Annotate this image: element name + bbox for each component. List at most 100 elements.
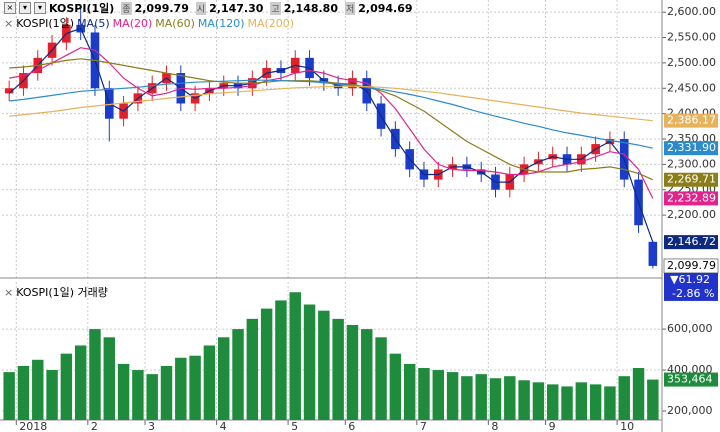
volume-bar: [203, 345, 216, 420]
menu-icon[interactable]: ▾: [34, 2, 46, 14]
y-tick-label: 2,500.00: [667, 56, 716, 69]
volume-bar: [461, 376, 473, 420]
volume-bar: [117, 363, 130, 420]
volume-bar: [146, 374, 158, 420]
volume-bar: [346, 324, 359, 420]
x-tick-label: 3: [148, 420, 155, 432]
volume-bar: [103, 337, 116, 420]
ma-line: [9, 47, 654, 199]
volume-bar: [504, 376, 516, 420]
menu-icon[interactable]: ▾: [19, 2, 31, 14]
legend-entry: MA(5): [77, 16, 110, 30]
value-badge: [664, 191, 718, 206]
volume-bar: [132, 370, 144, 420]
volume-bar: [189, 355, 201, 420]
volume-bar: [561, 386, 573, 420]
value-badge-label: 2,146.72: [667, 235, 716, 248]
volume-bar: [17, 365, 30, 420]
close-icon[interactable]: ×: [4, 2, 16, 14]
volume-bar: [475, 374, 487, 420]
x-tick-label: 10: [620, 420, 634, 432]
value-badge: [664, 113, 718, 128]
value-badge-label: 2,331.90: [667, 141, 716, 154]
volume-bar: [60, 353, 73, 420]
candle-body: [648, 241, 658, 266]
close-icon[interactable]: ×: [4, 285, 14, 299]
close-icon[interactable]: ×: [4, 16, 14, 30]
header-value: 2,148.80: [283, 1, 338, 15]
y-tick-label: 2,300.00: [667, 157, 716, 170]
y-tick-label: 200,000: [667, 404, 713, 417]
legend: × KOSPI(1일) MA(5) MA(20) MA(60) MA(120) MA(2…: [4, 15, 294, 31]
candle-body: [4, 88, 14, 94]
volume-bar: [403, 363, 416, 420]
volume-bar: [89, 329, 101, 420]
close-badge-label: 2,099.79: [667, 259, 716, 272]
ma-line: [9, 79, 653, 149]
x-tick-label: 2018: [19, 420, 47, 432]
volume-bar: [604, 386, 616, 420]
header: × ▾ ▾ KOSPI(1일) 종 2,099.79 시 2,147.30 고 2,148.8…: [4, 0, 413, 16]
volume-bar: [32, 359, 44, 420]
value-badge-label: 2,269.71: [667, 173, 716, 186]
volume-bar: [589, 384, 602, 420]
header-value: 2,147.30: [209, 1, 264, 15]
change-pct-label: -2.86 %: [672, 287, 714, 300]
ma-line: [9, 58, 654, 181]
change-label: ▼61.92: [670, 273, 710, 286]
axis-panel: [662, 0, 720, 432]
change-badge: [664, 272, 718, 301]
volume-bar: [418, 367, 430, 420]
legend-entry: MA(60): [155, 16, 195, 30]
header-value: 2,094.69: [358, 1, 413, 15]
value-badge: [664, 372, 718, 387]
volume-bar: [260, 308, 273, 420]
x-tick-label: 2: [91, 420, 98, 432]
value-badge-label: 353,464: [667, 373, 713, 386]
x-tick-label: 5: [291, 420, 298, 432]
volume-bar: [303, 304, 316, 420]
value-badge: [664, 141, 718, 156]
value-badge-label: 2,232.89: [667, 191, 716, 204]
y-tick-label: 2,600.00: [667, 5, 716, 18]
volume-bar: [275, 300, 287, 420]
x-tick-label: 4: [220, 420, 227, 432]
volume-bar: [518, 380, 530, 420]
x-tick-label: 7: [420, 420, 427, 432]
volume-bar: [647, 379, 659, 420]
y-tick-label: 2,200.00: [667, 208, 716, 221]
y-tick-label: 2,550.00: [667, 31, 716, 44]
volume-bar: [446, 372, 459, 420]
volume-bar: [332, 318, 344, 420]
volume-bar: [575, 382, 588, 420]
volume-bar: [3, 372, 15, 420]
volume-bar: [389, 353, 402, 420]
volume-bar: [546, 384, 559, 420]
volume-bar: [632, 367, 645, 420]
ma-line: [9, 85, 653, 122]
legend-prefix: KOSPI(1일): [16, 17, 75, 30]
volume-bar: [46, 370, 58, 420]
volume-bar: [175, 357, 187, 420]
volume-bar: [618, 376, 630, 420]
volume-bar: [532, 382, 545, 420]
x-tick-label: 9: [549, 420, 556, 432]
volume-title: KOSPI(1일) 거래량: [16, 286, 108, 299]
x-tick-label: 6: [348, 420, 355, 432]
value-badge: [664, 172, 718, 187]
chart-title: KOSPI(1일): [49, 2, 115, 15]
y-tick-label: 600,000: [667, 322, 713, 335]
volume-bar: [432, 370, 445, 420]
volume-header: × KOSPI(1일) 거래량: [4, 284, 108, 300]
volume-bar: [74, 345, 87, 420]
volume-bar: [361, 329, 373, 420]
legend-entry: MA(120): [197, 16, 245, 30]
volume-bar: [232, 329, 244, 420]
value-badge: [664, 235, 718, 250]
legend-entry: MA(20): [112, 16, 153, 30]
legend-entry: MA(200): [247, 16, 295, 30]
header-tag: 고: [270, 1, 281, 15]
volume-bar: [289, 292, 301, 420]
